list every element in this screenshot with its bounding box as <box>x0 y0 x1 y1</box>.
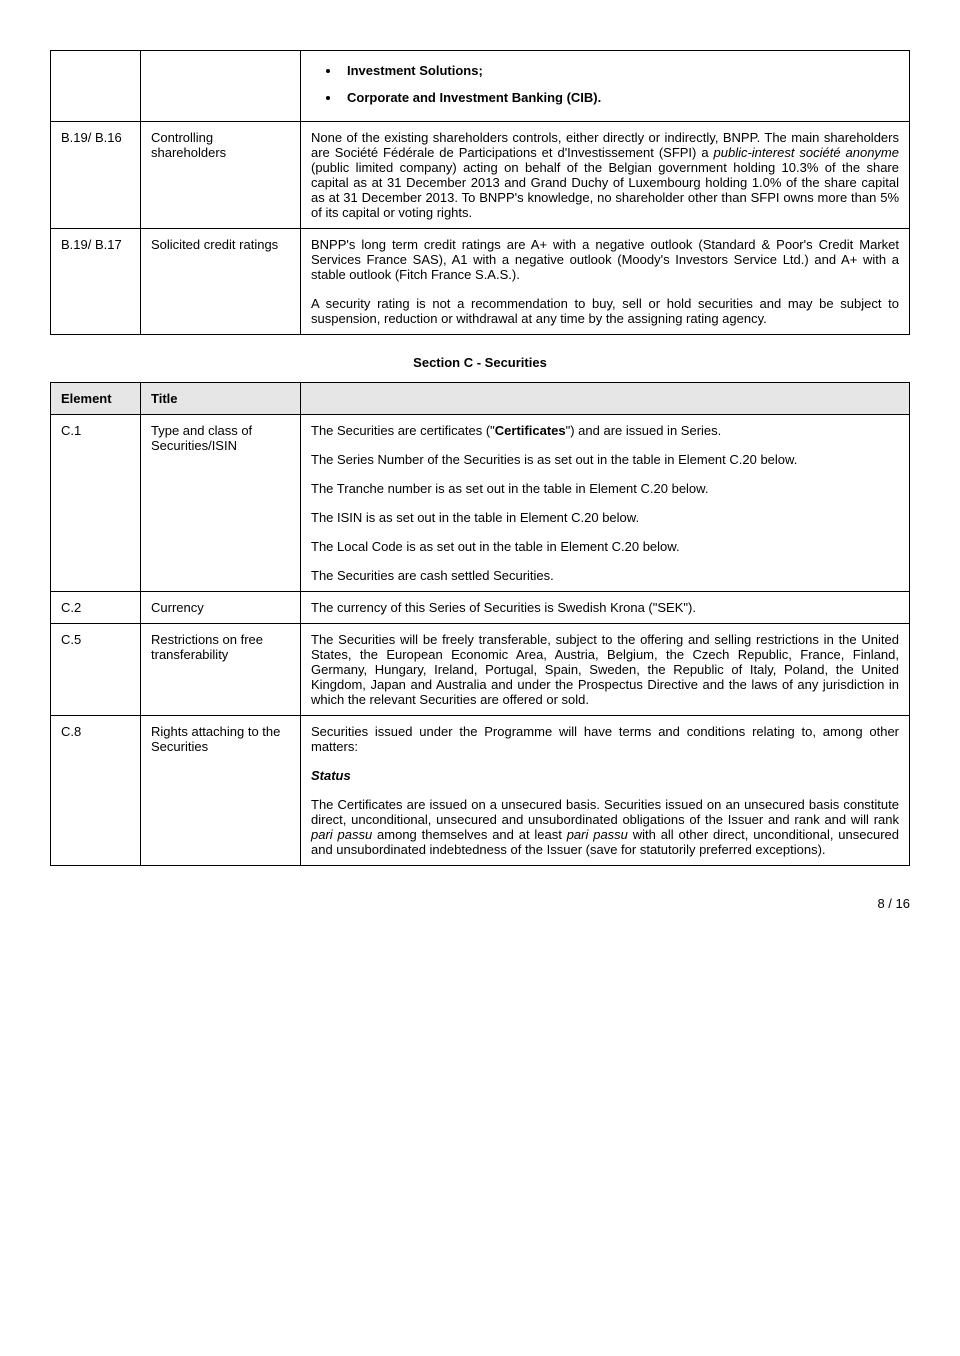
row-content: The Securities will be freely transferab… <box>301 624 910 716</box>
row-content: The currency of this Series of Securitie… <box>301 592 910 624</box>
text-italic: public-interest société anonyme <box>714 145 899 160</box>
row-code: B.19/ B.16 <box>51 122 141 229</box>
text-run: The Securities are certificates (" <box>311 423 495 438</box>
text-run: among themselves and at least <box>372 827 567 842</box>
header-title: Title <box>141 383 301 415</box>
text-run: ") and are issued in Series. <box>566 423 722 438</box>
text-italic: pari passu <box>311 827 372 842</box>
paragraph: The currency of this Series of Securitie… <box>311 600 899 615</box>
bullet-list: Investment Solutions; Corporate and Inve… <box>341 59 899 113</box>
row-title: Rights attaching to the Securities <box>141 716 301 866</box>
paragraph: A security rating is not a recommendatio… <box>311 296 899 326</box>
paragraph: The Certificates are issued on a unsecur… <box>311 797 899 857</box>
row-content: BNPP's long term credit ratings are A+ w… <box>301 229 910 335</box>
row-content: Securities issued under the Programme wi… <box>301 716 910 866</box>
row-code: C.1 <box>51 415 141 592</box>
table-row: C.2 Currency The currency of this Series… <box>51 592 910 624</box>
row-code: B.19/ B.17 <box>51 229 141 335</box>
row-title <box>141 51 301 122</box>
page-number: 8 / 16 <box>50 896 910 911</box>
header-blank <box>301 383 910 415</box>
table-row: C.8 Rights attaching to the Securities S… <box>51 716 910 866</box>
table-row: B.19/ B.16 Controlling shareholders None… <box>51 122 910 229</box>
paragraph: Securities issued under the Programme wi… <box>311 724 899 754</box>
paragraph: The Tranche number is as set out in the … <box>311 481 899 496</box>
row-content: None of the existing shareholders contro… <box>301 122 910 229</box>
paragraph: The Securities will be freely transferab… <box>311 632 899 707</box>
section-heading: Section C - Securities <box>50 355 910 370</box>
row-content: The Securities are certificates ("Certif… <box>301 415 910 592</box>
row-code <box>51 51 141 122</box>
paragraph: The Securities are certificates ("Certif… <box>311 423 899 438</box>
row-title: Solicited credit ratings <box>141 229 301 335</box>
text-bold: Certificates <box>495 423 566 438</box>
table-row: C.5 Restrictions on free transferability… <box>51 624 910 716</box>
row-title: Type and class of Securities/ISIN <box>141 415 301 592</box>
header-element: Element <box>51 383 141 415</box>
row-content: Investment Solutions; Corporate and Inve… <box>301 51 910 122</box>
bullet-item: Investment Solutions; <box>341 59 899 86</box>
table-row: B.19/ B.17 Solicited credit ratings BNPP… <box>51 229 910 335</box>
row-title: Restrictions on free transferability <box>141 624 301 716</box>
table-row: C.1 Type and class of Securities/ISIN Th… <box>51 415 910 592</box>
paragraph: None of the existing shareholders contro… <box>311 130 899 220</box>
paragraph: The Securities are cash settled Securiti… <box>311 568 899 583</box>
bullet-item: Corporate and Investment Banking (CIB). <box>341 86 899 113</box>
row-title: Currency <box>141 592 301 624</box>
row-code: C.5 <box>51 624 141 716</box>
text-run: (public limited company) acting on behal… <box>311 160 899 220</box>
row-title: Controlling shareholders <box>141 122 301 229</box>
paragraph: BNPP's long term credit ratings are A+ w… <box>311 237 899 282</box>
text-run: The Certificates are issued on a unsecur… <box>311 797 899 827</box>
table-section-c: Element Title C.1 Type and class of Secu… <box>50 382 910 866</box>
text-italic: pari passu <box>567 827 628 842</box>
row-code: C.2 <box>51 592 141 624</box>
subheading: Status <box>311 768 899 783</box>
table-header-row: Element Title <box>51 383 910 415</box>
paragraph: The Series Number of the Securities is a… <box>311 452 899 467</box>
row-code: C.8 <box>51 716 141 866</box>
table-row: Investment Solutions; Corporate and Inve… <box>51 51 910 122</box>
table-section-b: Investment Solutions; Corporate and Inve… <box>50 50 910 335</box>
paragraph: The ISIN is as set out in the table in E… <box>311 510 899 525</box>
paragraph: The Local Code is as set out in the tabl… <box>311 539 899 554</box>
